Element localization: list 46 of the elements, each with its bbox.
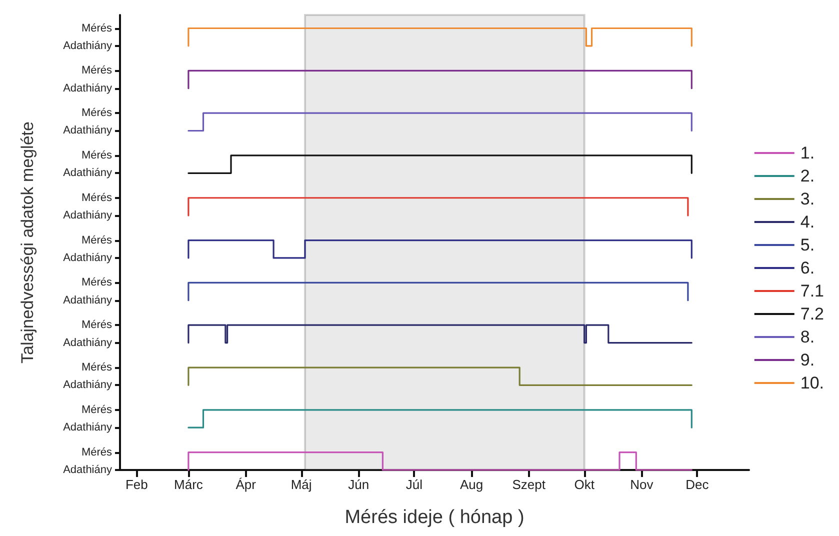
x-axis-title: Mérés ideje ( hónap )	[344, 507, 524, 528]
x-tick-label: Dec	[686, 477, 710, 492]
legend-label: 6.	[800, 258, 815, 278]
text: Mérés	[81, 362, 112, 374]
text: Mérés	[81, 319, 112, 332]
legend-label: 4.	[800, 212, 815, 232]
text: Adathiány	[63, 124, 112, 137]
text: Mérés	[81, 22, 112, 34]
legend-label: 7.2	[800, 304, 824, 324]
text: Adathiány	[63, 82, 112, 94]
legend-label: 5.	[800, 236, 815, 254]
text: Mérés	[81, 276, 112, 289]
text: Adathiány	[63, 336, 112, 349]
legend-label: 1.	[800, 144, 815, 162]
legend-label: 8.	[800, 328, 815, 346]
text: Adathiány	[63, 40, 112, 52]
x-tick-label: Aug	[460, 477, 484, 492]
text: Mérés	[81, 149, 112, 162]
y-axis-title: Talajnedvességi adatok megléte	[18, 122, 37, 364]
text: Mérés	[81, 192, 112, 204]
text: Adathiány	[63, 464, 112, 476]
x-tick-label: Júl	[406, 477, 423, 492]
text: Adathiány	[63, 210, 112, 222]
x-tick-label: Okt	[574, 477, 595, 492]
text: Adathiány	[63, 294, 112, 306]
text: Mérés	[81, 64, 112, 77]
legend-label: 9.	[800, 350, 815, 370]
text: Mérés	[81, 446, 112, 458]
text: Adathiány	[63, 422, 112, 434]
text: Mérés	[81, 234, 112, 246]
x-tick-label: Nov	[630, 477, 654, 492]
x-tick-label: Márc	[174, 477, 204, 492]
text: Mérés	[81, 107, 112, 120]
x-tick-label: Máj	[290, 477, 312, 492]
text: Adathiány	[63, 252, 112, 264]
legend-label: 7.1	[800, 282, 824, 300]
legend-label: 10.	[800, 374, 824, 392]
x-tick-label: Feb	[125, 477, 148, 492]
legend-label: 3.	[800, 190, 815, 208]
text: Mérés	[81, 404, 112, 416]
x-tick-label: Szept	[512, 477, 546, 492]
x-tick-label: Ápr	[236, 477, 257, 492]
x-tick-label: Jún	[348, 477, 370, 492]
text: Adathiány	[63, 379, 112, 392]
text: Adathiány	[63, 167, 112, 180]
legend-label: 2.	[800, 166, 815, 186]
